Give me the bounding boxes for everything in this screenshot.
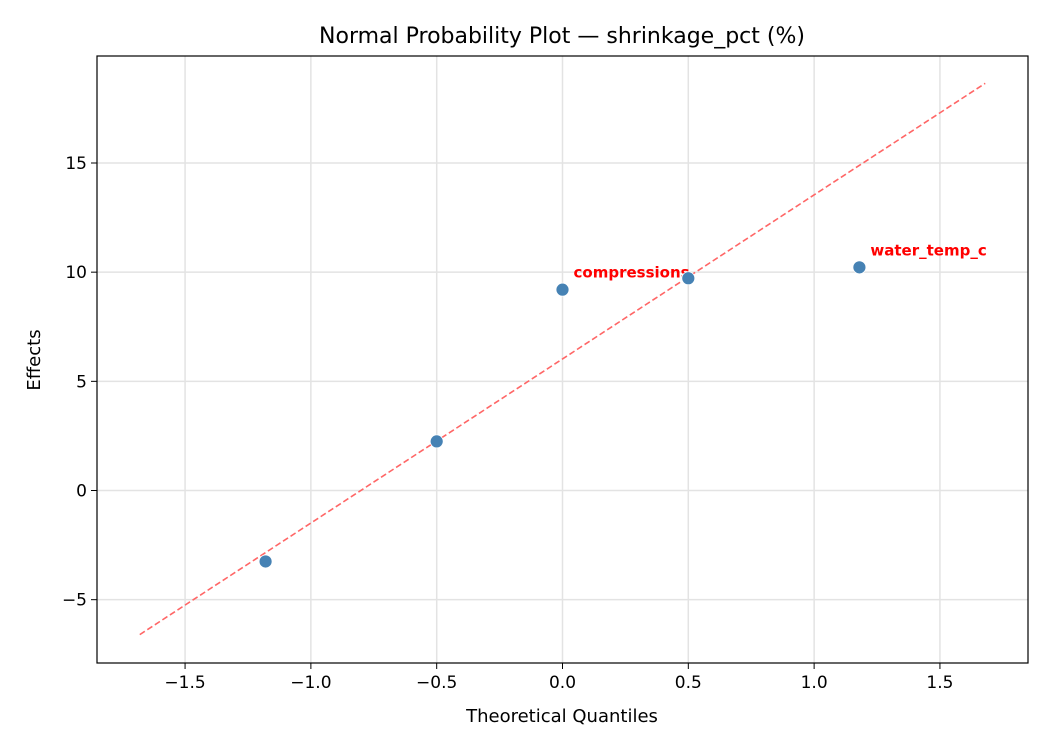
y-tick-label: 10 xyxy=(65,263,87,283)
data-point xyxy=(681,271,696,286)
x-tick-label: −1.0 xyxy=(290,673,331,693)
reference-line xyxy=(139,82,986,636)
x-tick-label: −0.5 xyxy=(416,673,457,693)
y-axis-label: Effects xyxy=(24,329,45,390)
points-group: compressions water_temp_c xyxy=(258,241,987,569)
data-point xyxy=(555,282,570,297)
x-tick-label: 0.5 xyxy=(675,673,702,693)
plot-frame xyxy=(96,55,1029,664)
y-tick-label: 5 xyxy=(76,372,87,392)
y-tick-label: −5 xyxy=(62,591,87,611)
reference-line-group xyxy=(139,82,986,636)
x-tick-label: 0.0 xyxy=(549,673,576,693)
point-label: water_temp_c xyxy=(870,241,986,259)
data-point xyxy=(852,260,867,275)
chart-title: Normal Probability Plot — shrinkage_pct … xyxy=(319,24,805,49)
grid xyxy=(97,56,1028,663)
data-point xyxy=(429,434,444,449)
data-point xyxy=(258,554,273,569)
ticks-group: −1.5 −1.0 −0.5 0.0 0.5 1.0 1.5 −5 0 5 10 15 xyxy=(62,154,954,693)
x-axis-label: Theoretical Quantiles xyxy=(465,706,658,727)
x-tick-label: 1.5 xyxy=(926,673,953,693)
x-tick-label: 1.0 xyxy=(801,673,828,693)
point-label: compressions xyxy=(574,264,690,282)
y-tick-label: 15 xyxy=(65,154,87,174)
y-tick-label: 0 xyxy=(76,482,87,502)
x-tick-label: −1.5 xyxy=(164,673,205,693)
